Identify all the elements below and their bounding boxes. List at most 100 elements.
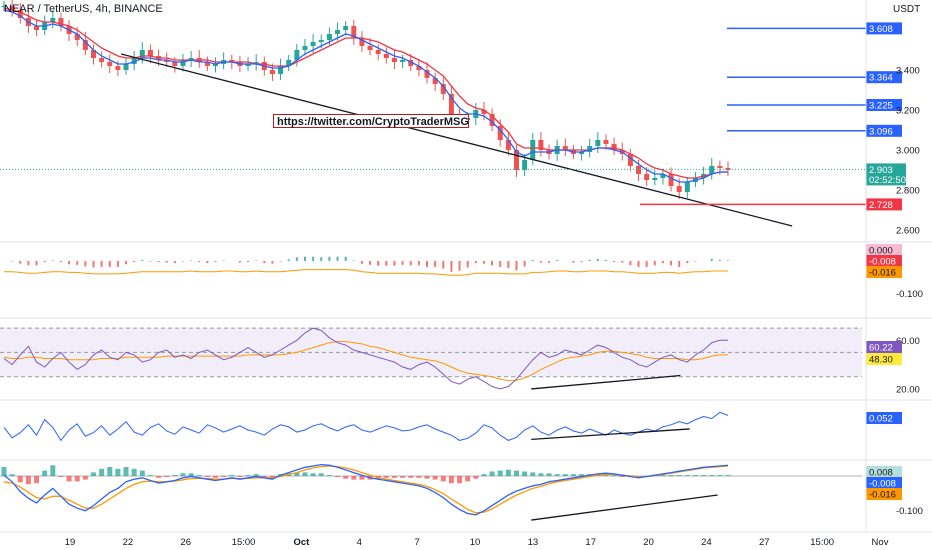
candle-body (335, 30, 341, 34)
macd-histogram-bar (400, 476, 406, 478)
macd-histogram-bar (172, 475, 178, 477)
candle-body (188, 58, 194, 60)
macd-histogram-bar (74, 476, 80, 482)
candle-body (587, 146, 593, 152)
time-axis-tick: 24 (701, 537, 712, 548)
candle-body (497, 126, 503, 140)
candle-body (505, 140, 511, 150)
osc1-badge-text: -0.008 (869, 257, 896, 268)
price-level-badge (866, 99, 902, 111)
candle-body (538, 140, 544, 150)
macd-histogram-bar (196, 475, 202, 477)
osc1-badge (866, 244, 902, 256)
macd-histogram-bar (139, 470, 145, 476)
time-axis-tick: 17 (585, 537, 596, 548)
macd-histogram-bar (725, 475, 731, 477)
macd-histogram-bar (570, 474, 576, 476)
rsi-signal-badge (866, 353, 902, 365)
macd-histogram-bar (424, 476, 430, 479)
twitter-link-annotation[interactable]: https://twitter.com/CryptoTraderMSG (273, 114, 469, 128)
macd-histogram-bar (34, 476, 40, 484)
candle-body (513, 150, 519, 170)
time-axis-tick: 22 (123, 537, 134, 548)
macd-histogram-bar (408, 476, 414, 478)
macd-histogram-bar (229, 475, 235, 477)
candle-body (278, 66, 284, 74)
macd-histogram-bar (335, 476, 341, 477)
candle-body (180, 60, 186, 66)
candle-body (595, 140, 601, 146)
macd-histogram-bar (676, 475, 682, 477)
macd-histogram-bar (310, 473, 316, 476)
candle-body (115, 66, 121, 70)
candle-body (408, 60, 414, 66)
candle-body (99, 58, 105, 62)
price-level-badge (866, 124, 902, 137)
macd-histogram-bar (513, 470, 519, 476)
price-level-badge (866, 198, 902, 211)
price-level-badge-text: 2.728 (869, 200, 893, 211)
macd-histogram-bar (58, 476, 64, 477)
candle-body (375, 50, 381, 54)
candle-body (269, 70, 275, 74)
macd-histogram-bar (505, 469, 511, 476)
macd-histogram-bar (9, 474, 15, 476)
macd-histogram-bar (237, 476, 243, 477)
time-axis-tick: 13 (528, 537, 539, 548)
candle-body (725, 168, 731, 170)
candle-body (684, 182, 690, 192)
candle-body (213, 64, 219, 66)
candle-body (1, 6, 7, 7)
candle-body (432, 78, 438, 84)
macd-histogram-bar (448, 476, 454, 484)
macd-histogram-bar (530, 472, 536, 476)
macd-histogram-bar (668, 475, 674, 477)
candle-body (448, 94, 454, 114)
macd-histogram-bar (302, 472, 308, 476)
macd-histogram-bar (164, 476, 170, 477)
macd-histogram-bar (99, 468, 105, 476)
macd-histogram-bar (261, 476, 267, 477)
macd-histogram-bar (416, 476, 422, 478)
candle-body (481, 110, 487, 114)
macd-histogram-bar (147, 475, 153, 477)
candle-body (424, 70, 430, 78)
macd-histogram-bar (213, 476, 219, 478)
time-axis-tick: 4 (357, 537, 362, 548)
time-axis-tick: 27 (759, 537, 770, 548)
candle-body (107, 62, 113, 66)
macd-histogram-bar (619, 476, 625, 477)
macd-histogram-bar (546, 473, 552, 476)
candle-body (652, 178, 658, 180)
macd-histogram-bar (221, 476, 227, 477)
price-level-badge (866, 71, 902, 84)
time-axis-tick: 10 (470, 537, 481, 548)
macd-histogram-bar (522, 471, 528, 476)
macd-histogram-bar (562, 474, 568, 476)
macd-histogram-bar (554, 474, 560, 476)
time-axis-tick: 20 (643, 537, 654, 548)
candle-body (310, 42, 316, 46)
current-price-badge (866, 163, 906, 186)
price-axis-tick: 2.800 (896, 186, 920, 197)
rsi-axis-tick: 20.00 (896, 384, 920, 395)
candle-body (489, 114, 495, 126)
macd-histogram-bar (123, 467, 129, 476)
macd-histogram-bar (50, 465, 56, 476)
osc1-axis-tick: -0.100 (896, 289, 923, 300)
candle-body (359, 38, 365, 46)
macd-histogram-bar (90, 472, 96, 476)
macd-histogram-bar (457, 476, 463, 484)
rsi-value-badge (866, 341, 902, 353)
candle-body (440, 84, 446, 94)
candle-body (562, 146, 568, 150)
time-axis-tick: Oct (294, 537, 311, 548)
price-level-badge-text: 3.608 (869, 24, 893, 35)
time-axis-tick: Nov (872, 537, 889, 548)
macd-histogram-bar (701, 475, 707, 477)
candle-body (123, 64, 129, 70)
macd-histogram-bar (383, 476, 389, 478)
osc1-badge (866, 255, 902, 267)
osc2-line (3, 411, 729, 442)
